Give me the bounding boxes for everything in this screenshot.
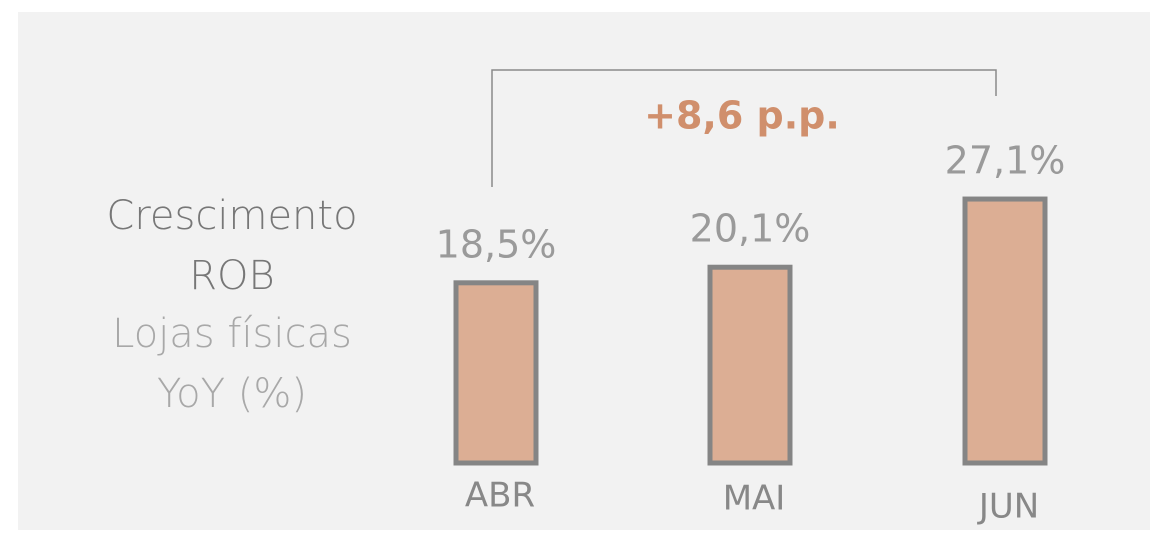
x-tick-label: MAI bbox=[723, 479, 786, 519]
bar bbox=[453, 280, 539, 466]
value-label: 27,1% bbox=[945, 139, 1066, 183]
x-tick-label: JUN bbox=[977, 487, 1039, 527]
value-label: 18,5% bbox=[436, 222, 557, 266]
chart-subtitle: Lojas físicas YoY (%) bbox=[112, 311, 352, 417]
chart-panel bbox=[18, 12, 1150, 530]
x-tick-label: ABR bbox=[465, 476, 535, 516]
annotation: +8,6 p.p. bbox=[644, 94, 840, 138]
value-label: 20,1% bbox=[690, 207, 811, 251]
chart-title: Crescimento ROB bbox=[106, 193, 358, 299]
bracket bbox=[491, 69, 997, 187]
bar bbox=[962, 196, 1048, 466]
bar bbox=[707, 264, 793, 466]
